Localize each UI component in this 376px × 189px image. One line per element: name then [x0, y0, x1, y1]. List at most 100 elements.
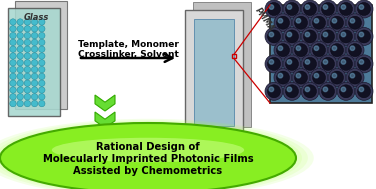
- Circle shape: [341, 60, 346, 64]
- Circle shape: [17, 53, 23, 59]
- Circle shape: [10, 80, 16, 86]
- Circle shape: [39, 66, 45, 73]
- Circle shape: [24, 73, 30, 80]
- Circle shape: [10, 32, 16, 39]
- Circle shape: [355, 27, 373, 45]
- Circle shape: [10, 60, 16, 66]
- Circle shape: [283, 55, 301, 73]
- Circle shape: [265, 27, 283, 45]
- Circle shape: [10, 26, 16, 32]
- Circle shape: [314, 46, 319, 50]
- Circle shape: [39, 26, 45, 32]
- Ellipse shape: [0, 123, 296, 189]
- Circle shape: [24, 60, 30, 66]
- Circle shape: [10, 19, 16, 25]
- Circle shape: [321, 2, 335, 15]
- Circle shape: [350, 19, 355, 23]
- Polygon shape: [95, 112, 115, 128]
- Circle shape: [303, 30, 317, 43]
- Circle shape: [296, 46, 301, 50]
- Circle shape: [310, 14, 328, 32]
- Circle shape: [341, 32, 346, 37]
- Circle shape: [346, 69, 364, 87]
- Circle shape: [332, 73, 337, 78]
- Circle shape: [10, 73, 16, 80]
- Circle shape: [287, 60, 292, 64]
- Circle shape: [285, 85, 299, 98]
- Circle shape: [274, 41, 292, 59]
- Circle shape: [24, 87, 30, 93]
- Circle shape: [10, 94, 16, 100]
- Text: Molecularly Imprinted Photonic Films: Molecularly Imprinted Photonic Films: [43, 154, 253, 164]
- Circle shape: [312, 71, 326, 84]
- Circle shape: [285, 2, 299, 15]
- Circle shape: [24, 32, 30, 39]
- Circle shape: [331, 71, 344, 84]
- Circle shape: [337, 0, 355, 18]
- Ellipse shape: [0, 120, 308, 189]
- Circle shape: [32, 32, 38, 39]
- Circle shape: [39, 53, 45, 59]
- Circle shape: [269, 87, 274, 92]
- Circle shape: [328, 69, 346, 87]
- Circle shape: [287, 87, 292, 92]
- Ellipse shape: [52, 138, 244, 162]
- Circle shape: [323, 5, 327, 9]
- Ellipse shape: [0, 122, 302, 189]
- Circle shape: [292, 14, 310, 32]
- Circle shape: [10, 46, 16, 52]
- Circle shape: [331, 16, 344, 29]
- Circle shape: [17, 19, 23, 25]
- Circle shape: [296, 19, 301, 23]
- Text: Glass: Glass: [23, 13, 49, 22]
- Circle shape: [305, 87, 310, 92]
- Circle shape: [32, 60, 38, 66]
- Circle shape: [39, 32, 45, 39]
- Circle shape: [24, 94, 30, 100]
- Polygon shape: [95, 95, 115, 111]
- Ellipse shape: [0, 119, 314, 189]
- Circle shape: [359, 60, 364, 64]
- Text: Crosslinker, Solvent: Crosslinker, Solvent: [77, 50, 179, 59]
- Circle shape: [321, 30, 335, 43]
- Circle shape: [10, 100, 16, 107]
- Ellipse shape: [0, 123, 296, 189]
- Circle shape: [17, 32, 23, 39]
- Circle shape: [24, 80, 30, 86]
- Circle shape: [267, 2, 280, 15]
- Circle shape: [331, 44, 344, 57]
- Circle shape: [314, 19, 319, 23]
- Circle shape: [32, 87, 38, 93]
- Text: Rational Design of: Rational Design of: [96, 142, 200, 152]
- Circle shape: [350, 73, 355, 78]
- Circle shape: [24, 100, 30, 107]
- Circle shape: [337, 27, 355, 45]
- Circle shape: [358, 57, 370, 70]
- Circle shape: [323, 32, 327, 37]
- Circle shape: [276, 44, 290, 57]
- Circle shape: [303, 2, 317, 15]
- Circle shape: [283, 82, 301, 100]
- Circle shape: [274, 69, 292, 87]
- Circle shape: [359, 5, 364, 9]
- Circle shape: [24, 46, 30, 52]
- Circle shape: [323, 60, 327, 64]
- Circle shape: [349, 16, 361, 29]
- Circle shape: [332, 19, 337, 23]
- Circle shape: [305, 60, 310, 64]
- Circle shape: [312, 44, 326, 57]
- Circle shape: [321, 85, 335, 98]
- Circle shape: [319, 82, 337, 100]
- Circle shape: [341, 87, 346, 92]
- Circle shape: [358, 30, 370, 43]
- Circle shape: [285, 30, 299, 43]
- Circle shape: [17, 100, 23, 107]
- Circle shape: [265, 0, 283, 18]
- Circle shape: [305, 32, 310, 37]
- Circle shape: [265, 82, 283, 100]
- Circle shape: [24, 26, 30, 32]
- Circle shape: [32, 39, 38, 46]
- Circle shape: [10, 87, 16, 93]
- Circle shape: [283, 0, 301, 18]
- Circle shape: [355, 82, 373, 100]
